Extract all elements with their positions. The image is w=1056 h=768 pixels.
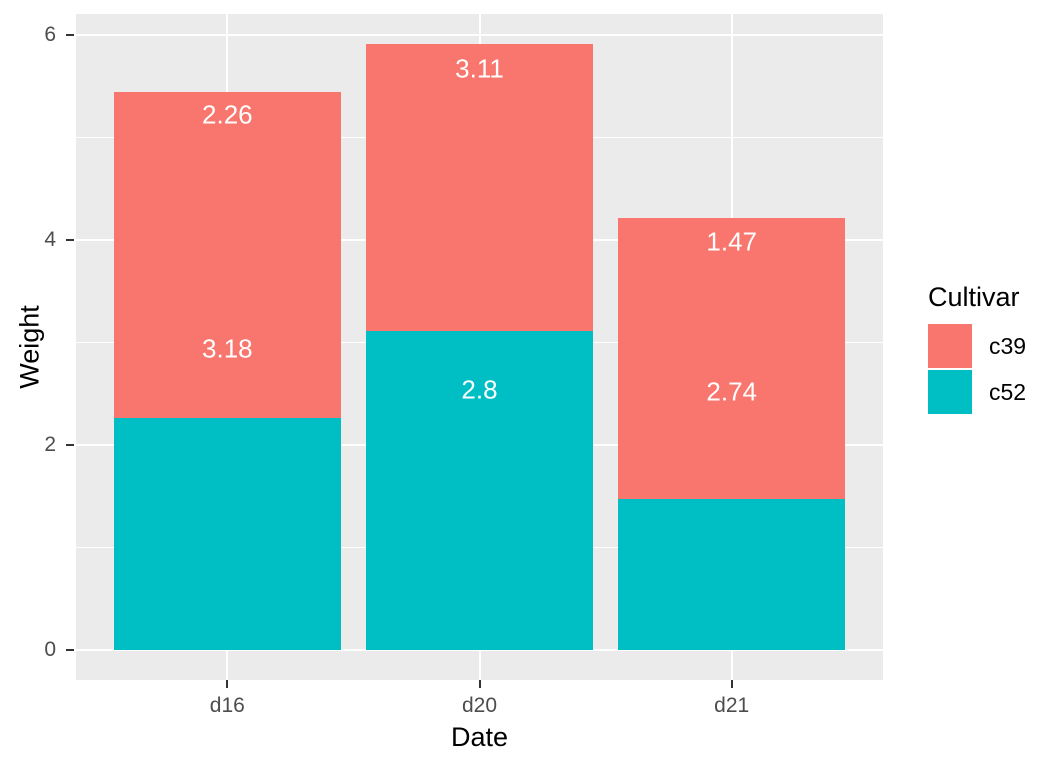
- x-tick-label: d21: [714, 694, 750, 717]
- x-tick-label: d20: [461, 694, 498, 717]
- y-tick-mark: [66, 238, 74, 241]
- x-axis-title: Date: [450, 722, 509, 752]
- legend-title: Cultivar: [928, 282, 1020, 312]
- legend-key-swatch-c52: [928, 370, 972, 414]
- x-tick-label: d16: [209, 694, 245, 717]
- bar-segment-c52-d21: [618, 499, 846, 650]
- legend-entry-label: c39: [989, 332, 1027, 359]
- bar-value-label: 1.47: [706, 226, 757, 257]
- bar-segment-c39-d16: [113, 92, 341, 419]
- bar-segment-c39-d20: [366, 44, 593, 332]
- y-tick-mark: [66, 648, 74, 651]
- legend-entry-c39: c39: [928, 324, 1026, 368]
- bar-value-label: 3.18: [202, 333, 253, 364]
- y-tick-mark: [66, 34, 74, 37]
- x-tick-mark: [730, 680, 733, 688]
- legend-entries: c39 c52: [928, 324, 1026, 414]
- bar-segment-c52-d20: [366, 331, 593, 650]
- legend-entry-c52: c52: [928, 370, 1026, 414]
- bar-value-label: 3.11: [455, 53, 504, 84]
- y-tick-label: 4: [44, 227, 56, 251]
- y-axis-title: Weight: [14, 305, 45, 389]
- bar-value-label: 2.8: [461, 374, 498, 404]
- y-tick-mark: [66, 443, 74, 446]
- legend-entry-label: c52: [989, 378, 1027, 405]
- bar-value-label: 2.74: [706, 376, 757, 407]
- x-tick-mark: [226, 680, 229, 688]
- plot-panel: 2.26 3.18 3.11 2.8 1.47 2.74: [76, 14, 883, 680]
- x-tick-mark: [478, 680, 481, 688]
- y-tick-label: 6: [44, 23, 56, 47]
- bar-value-label: 2.26: [202, 99, 253, 130]
- legend: Cultivar c39 c52: [928, 282, 1026, 416]
- legend-key-swatch-c39: [928, 324, 972, 368]
- bar-segment-c52-d16: [113, 418, 341, 650]
- y-tick-label: 2: [44, 432, 56, 456]
- y-tick-label: 0: [44, 637, 56, 661]
- bar-segment-c39-d21: [618, 218, 846, 500]
